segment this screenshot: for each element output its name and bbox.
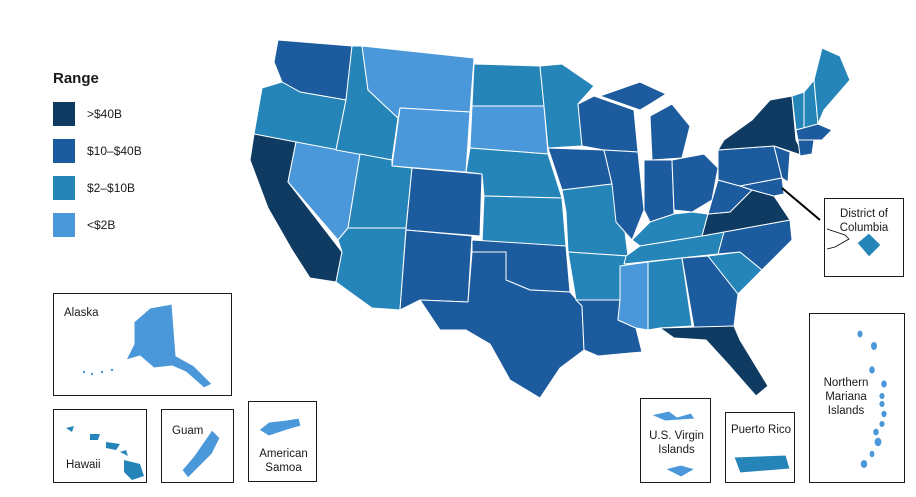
hawaii-island-4[interactable]	[120, 450, 128, 456]
dc-callout-line	[781, 187, 821, 221]
dc-label: District of Columbia	[839, 208, 889, 234]
legend-item-10-40b: $10–$40B	[53, 132, 193, 169]
legend-title: Range	[53, 70, 99, 87]
state-new-mexico[interactable]	[399, 229, 473, 311]
hawaii-inset: Hawaii	[53, 409, 147, 483]
state-wyoming[interactable]	[391, 107, 471, 173]
state-arkansas[interactable]	[567, 251, 629, 301]
state-georgia[interactable]	[681, 255, 739, 329]
hawaii-island-1[interactable]	[66, 426, 74, 432]
puerto-rico-label: Puerto Rico	[730, 424, 792, 436]
american-samoa-shape[interactable]	[258, 417, 302, 437]
usvi-south-shape[interactable]	[664, 464, 696, 478]
cnmi-inset: Northern Mariana Islands	[809, 313, 905, 483]
dc-inset: District of Columbia	[824, 198, 904, 277]
cnmi-islands[interactable]	[857, 330, 887, 468]
state-michigan[interactable]	[599, 81, 691, 161]
usvi-north-shape[interactable]	[650, 410, 696, 422]
legend-swatch	[53, 175, 75, 200]
state-arizona[interactable]	[335, 227, 407, 311]
puerto-rico-shape[interactable]	[733, 454, 791, 474]
guam-inset: Guam	[161, 409, 234, 483]
state-north-dakota[interactable]	[471, 63, 545, 107]
legend-swatch	[53, 138, 75, 163]
legend-label: $2–$10B	[87, 180, 136, 195]
state-texas[interactable]	[419, 251, 585, 399]
state-massachusetts[interactable]	[795, 123, 833, 141]
guam-shape[interactable]	[181, 429, 221, 479]
legend-item-under-2b: <$2B	[53, 206, 193, 243]
state-new-jersey[interactable]	[773, 145, 791, 183]
state-florida[interactable]	[659, 325, 769, 397]
american-samoa-label: American Samoa	[259, 448, 308, 474]
state-indiana[interactable]	[643, 159, 675, 223]
alaska-shape[interactable]	[125, 303, 213, 389]
hawaii-island-3[interactable]	[106, 442, 120, 450]
hawaii-island-2[interactable]	[90, 434, 100, 440]
puerto-rico-inset: Puerto Rico	[725, 412, 795, 483]
map-legend: Range >$40B $10–$40B $2–$10B <$2B	[53, 70, 193, 243]
usvi-label: U.S. Virgin Islands	[649, 430, 704, 456]
state-colorado[interactable]	[405, 167, 483, 237]
state-alabama[interactable]	[647, 257, 693, 331]
legend-swatch	[53, 212, 75, 237]
state-mississippi[interactable]	[617, 261, 649, 331]
state-kansas[interactable]	[481, 195, 567, 247]
legend-item-over-40b: >$40B	[53, 95, 193, 132]
state-connecticut[interactable]	[797, 139, 815, 157]
american-samoa-inset: American Samoa	[248, 401, 317, 482]
legend-item-2-10b: $2–$10B	[53, 169, 193, 206]
legend-swatch	[53, 101, 75, 126]
hawaii-label: Hawaii	[66, 459, 101, 471]
state-maine[interactable]	[813, 47, 851, 125]
legend-label: >$40B	[87, 106, 123, 121]
guam-label: Guam	[172, 425, 204, 437]
dc-shape[interactable]	[856, 232, 882, 258]
state-maryland[interactable]	[739, 177, 785, 197]
hawaii-island-5[interactable]	[124, 460, 144, 480]
legend-label: $10–$40B	[87, 143, 142, 158]
alaska-inset: Alaska	[53, 293, 232, 396]
legend-label: <$2B	[87, 217, 116, 232]
usvi-inset: U.S. Virgin Islands	[640, 398, 711, 483]
state-south-dakota[interactable]	[469, 105, 549, 155]
cnmi-label: Northern Mariana Islands	[823, 377, 869, 417]
state-new-york[interactable]	[717, 95, 805, 157]
alaska-label: Alaska	[64, 307, 99, 319]
